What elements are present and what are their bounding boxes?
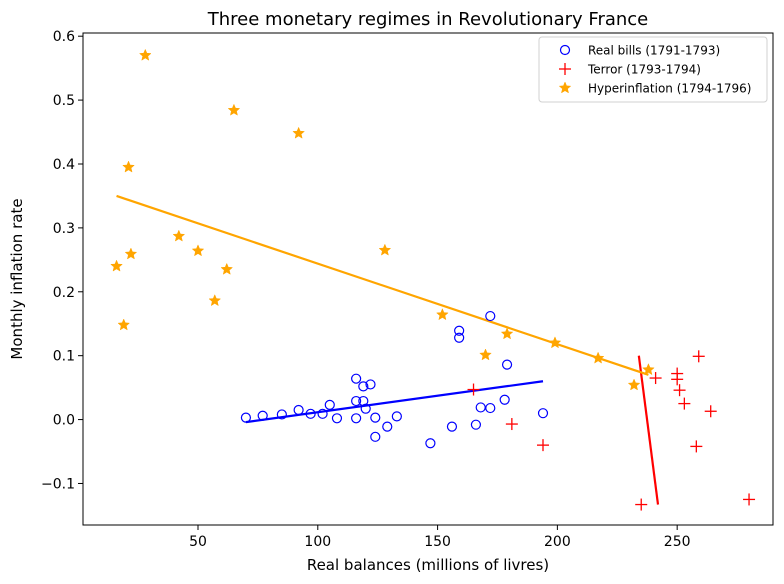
plot-area — [82, 32, 774, 526]
y-tick-label: −0.1 — [41, 476, 75, 492]
x-tick-label: 250 — [664, 534, 691, 550]
data-point — [370, 412, 381, 423]
data-point — [537, 408, 549, 419]
y-tick-label: 0.0 — [53, 413, 75, 429]
fit-line — [116, 194, 649, 376]
x-tick-label: 150 — [424, 534, 451, 550]
y-tick-label: 0.6 — [53, 29, 75, 45]
data-point — [370, 431, 381, 442]
data-point — [537, 439, 549, 452]
fit-line — [637, 355, 660, 505]
data-point — [704, 405, 717, 418]
data-point — [690, 440, 703, 453]
data-point — [743, 493, 756, 506]
data-point — [627, 378, 641, 391]
legend-label: Hyperinflation (1794-1796) — [588, 82, 751, 96]
x-tick-label: 200 — [544, 534, 571, 550]
legend-box — [538, 36, 768, 103]
data-point — [292, 126, 305, 139]
data-point — [436, 308, 449, 321]
data-point — [191, 244, 205, 257]
data-point — [479, 348, 492, 361]
data-point — [331, 413, 343, 424]
data-point — [324, 399, 335, 410]
y-tick-label: 0.3 — [53, 221, 75, 237]
data-point — [470, 419, 482, 430]
chart-title: Three monetary regimes in Revolutionary … — [207, 9, 649, 30]
data-point — [360, 403, 371, 414]
data-point — [172, 229, 186, 242]
data-point — [351, 413, 362, 424]
x-axis-label: Real balances (millions of livres) — [307, 556, 549, 574]
legend-marker — [558, 81, 572, 94]
data-point — [505, 418, 518, 431]
data-point — [365, 379, 376, 390]
data-point — [110, 259, 123, 272]
data-point — [485, 310, 496, 322]
data-point — [351, 395, 362, 407]
y-tick-label: 0.4 — [53, 157, 75, 173]
data-point — [351, 373, 362, 384]
legend: Real bills (1791-1793) Terror (1793-1794)… — [538, 36, 768, 103]
data-point — [671, 373, 684, 386]
legend-marker — [559, 44, 571, 56]
legend-label: Terror (1793-1794) — [587, 63, 701, 77]
x-axis: 50 100 150 200 250 — [189, 525, 691, 550]
data-point — [425, 438, 436, 449]
data-point — [208, 294, 222, 307]
data-point — [220, 262, 234, 275]
data-point — [117, 318, 131, 331]
data-point — [391, 411, 402, 422]
y-tick-label: 0.1 — [53, 349, 75, 365]
x-tick-label: 100 — [304, 534, 331, 550]
data-point — [358, 395, 369, 407]
y-axis: −0.1 0.0 0.1 0.2 0.3 0.4 0.5 0.6 — [41, 29, 83, 492]
data-point — [446, 421, 458, 432]
data-point — [138, 48, 152, 61]
data-point — [293, 404, 304, 416]
data-point — [673, 384, 686, 397]
legend-label: Real bills (1791-1793) — [588, 44, 720, 58]
data-point — [124, 247, 138, 260]
x-tick-label: 50 — [189, 534, 207, 550]
data-point — [678, 397, 691, 410]
data-point — [454, 332, 465, 343]
data-point — [382, 421, 393, 432]
data-point — [548, 336, 562, 349]
y-tick-label: 0.2 — [53, 285, 75, 301]
y-tick-label: 0.5 — [53, 93, 75, 109]
data-point — [649, 372, 662, 385]
data-point — [358, 381, 369, 392]
fit-line — [245, 380, 544, 424]
data-point — [500, 327, 514, 340]
data-point — [122, 160, 135, 173]
data-point — [692, 350, 705, 363]
fit-lines — [116, 194, 660, 505]
data-point — [378, 243, 392, 256]
data-point — [499, 394, 510, 405]
data-point — [501, 359, 513, 370]
data-point — [257, 410, 268, 421]
legend-marker — [559, 63, 571, 75]
data-point — [454, 325, 465, 336]
data-point — [475, 402, 486, 413]
data-points — [110, 48, 756, 511]
data-point — [642, 363, 655, 376]
data-point — [317, 408, 328, 419]
data-point — [635, 498, 648, 511]
data-point — [240, 412, 252, 423]
data-point — [485, 402, 496, 414]
y-axis-label: Monthly inflation rate — [8, 198, 26, 359]
data-point — [227, 103, 241, 116]
data-point — [305, 408, 316, 419]
data-point — [591, 351, 605, 364]
data-point — [467, 383, 480, 396]
data-point — [276, 409, 287, 420]
